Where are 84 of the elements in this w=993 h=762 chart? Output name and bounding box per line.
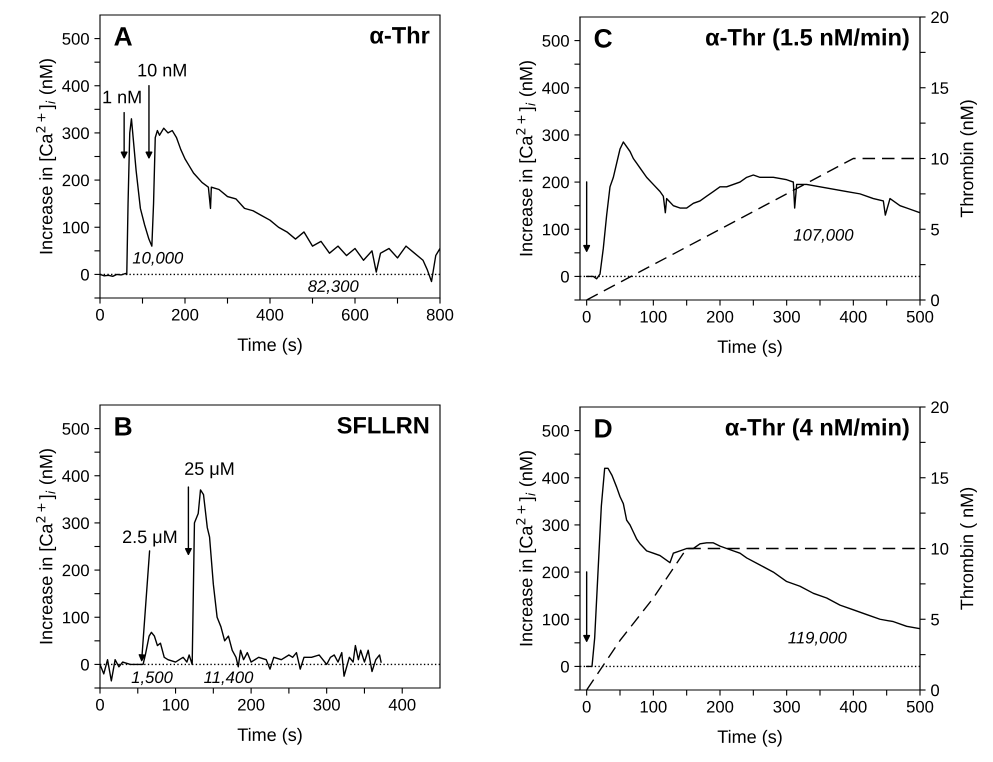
y-tick-label: 200 bbox=[542, 176, 569, 188]
x-tick-label: 100 bbox=[640, 310, 667, 323]
y-tick-label: 400 bbox=[62, 470, 89, 482]
annotation: 25 μM bbox=[185, 462, 234, 478]
y-tick-label: 0 bbox=[80, 658, 89, 671]
y-tick-label: 300 bbox=[542, 129, 569, 142]
y2-tick-label: 20 bbox=[931, 401, 948, 414]
annotation: 11,400 bbox=[204, 671, 254, 686]
y-axis-title: Increase in [Ca$^{2+}$]$_{i}$ (nM) bbox=[36, 449, 56, 644]
x-tick-label: 400 bbox=[256, 308, 284, 321]
y2-tick-label: 20 bbox=[931, 11, 948, 24]
x-tick-label: 400 bbox=[840, 700, 867, 713]
x-tick-label: 800 bbox=[426, 308, 454, 321]
y2-tick-label: 5 bbox=[931, 224, 939, 236]
annotation: B bbox=[115, 417, 132, 436]
y-tick-label: 0 bbox=[560, 270, 569, 283]
x-tick-label: 0 bbox=[582, 700, 591, 713]
y2-tick-label: 15 bbox=[932, 472, 948, 484]
x-axis-title: Time (s) bbox=[238, 338, 302, 355]
x-tick-label: 200 bbox=[706, 310, 734, 323]
x-tick-label: 100 bbox=[640, 700, 667, 713]
annotation: 10 nM bbox=[138, 64, 186, 77]
y-tick-label: 200 bbox=[62, 174, 89, 186]
y-tick-label: 100 bbox=[543, 224, 569, 236]
y-tick-label: 100 bbox=[63, 612, 89, 624]
x-tick-label: 300 bbox=[313, 698, 340, 711]
x-tick-label: 500 bbox=[906, 700, 934, 713]
y-tick-label: 0 bbox=[80, 268, 89, 281]
chart-title: α-Thr (4 nM/min) bbox=[726, 418, 909, 440]
y2-tick-label: 10 bbox=[932, 152, 948, 165]
annotation: 82,300 bbox=[308, 280, 359, 294]
x-axis-title: Time (s) bbox=[238, 728, 302, 745]
x-tick-label: 200 bbox=[238, 698, 264, 711]
y2-tick-label: 5 bbox=[931, 614, 939, 626]
y-tick-label: 300 bbox=[62, 517, 89, 530]
y-tick-label: 500 bbox=[542, 34, 569, 47]
x-tick-label: 400 bbox=[388, 698, 416, 711]
y-tick-label: 100 bbox=[63, 222, 89, 234]
y-axis-title: Increase in [Ca$^{2+}$]$_{i}$ (nM) bbox=[516, 61, 536, 256]
y2-tick-label: 15 bbox=[932, 82, 948, 94]
y-axis-title: Increase in [Ca$^{2+}$]$_{i}$ (nM) bbox=[36, 59, 56, 254]
x-tick-label: 100 bbox=[162, 698, 189, 711]
y-tick-label: 300 bbox=[62, 127, 89, 140]
annotation: 1 nM bbox=[103, 90, 141, 104]
x-tick-label: 0 bbox=[96, 308, 104, 321]
y2-tick-label: 10 bbox=[932, 542, 948, 555]
annotation: A bbox=[114, 27, 132, 46]
y-tick-label: 400 bbox=[62, 80, 89, 92]
x-tick-label: 200 bbox=[706, 700, 734, 713]
x-tick-label: 0 bbox=[582, 310, 591, 323]
y2-tick-label: 0 bbox=[931, 294, 940, 306]
x-tick-label: 200 bbox=[172, 308, 198, 321]
y-tick-label: 200 bbox=[542, 566, 569, 578]
annotation: 119,000 bbox=[788, 632, 847, 646]
chart-title: α-Thr (1.5 nM/min) bbox=[706, 28, 909, 50]
y2-axis-title: Thrombin (nM) bbox=[960, 100, 977, 218]
annotation: 1,500 bbox=[132, 671, 173, 686]
annotation: 2.5 μM bbox=[123, 530, 176, 546]
y-tick-label: 500 bbox=[542, 424, 569, 437]
y-tick-label: 300 bbox=[542, 519, 569, 532]
annotation: 107,000 bbox=[794, 228, 854, 243]
x-tick-label: 300 bbox=[773, 310, 800, 323]
y-tick-label: 500 bbox=[62, 32, 89, 45]
annotation: 10,000 bbox=[132, 252, 184, 266]
y-tick-label: 200 bbox=[62, 564, 89, 576]
annotation: C bbox=[594, 29, 612, 48]
y2-axis-title: Thrombin ( nM) bbox=[960, 488, 977, 610]
x-axis-title: Time (s) bbox=[718, 730, 782, 747]
chart-title: SFLLRN bbox=[337, 416, 428, 434]
y-tick-label: 0 bbox=[560, 660, 569, 673]
y-tick-label: 500 bbox=[62, 422, 89, 435]
chart-title: α-Thr bbox=[370, 26, 430, 44]
y-axis-title: Increase in [Ca$^{2+}$]$_{i}$ (nM) bbox=[516, 451, 536, 646]
x-tick-label: 500 bbox=[906, 310, 934, 323]
x-tick-label: 600 bbox=[342, 308, 368, 321]
x-tick-label: 300 bbox=[773, 700, 800, 713]
x-axis-title: Time (s) bbox=[718, 340, 782, 357]
y2-tick-label: 0 bbox=[931, 684, 940, 696]
x-tick-label: 400 bbox=[840, 310, 867, 323]
y-tick-label: 100 bbox=[543, 614, 569, 626]
y-tick-label: 400 bbox=[542, 472, 569, 484]
x-tick-label: 0 bbox=[96, 698, 104, 711]
y-tick-label: 400 bbox=[542, 82, 569, 94]
annotation: D bbox=[595, 419, 612, 438]
